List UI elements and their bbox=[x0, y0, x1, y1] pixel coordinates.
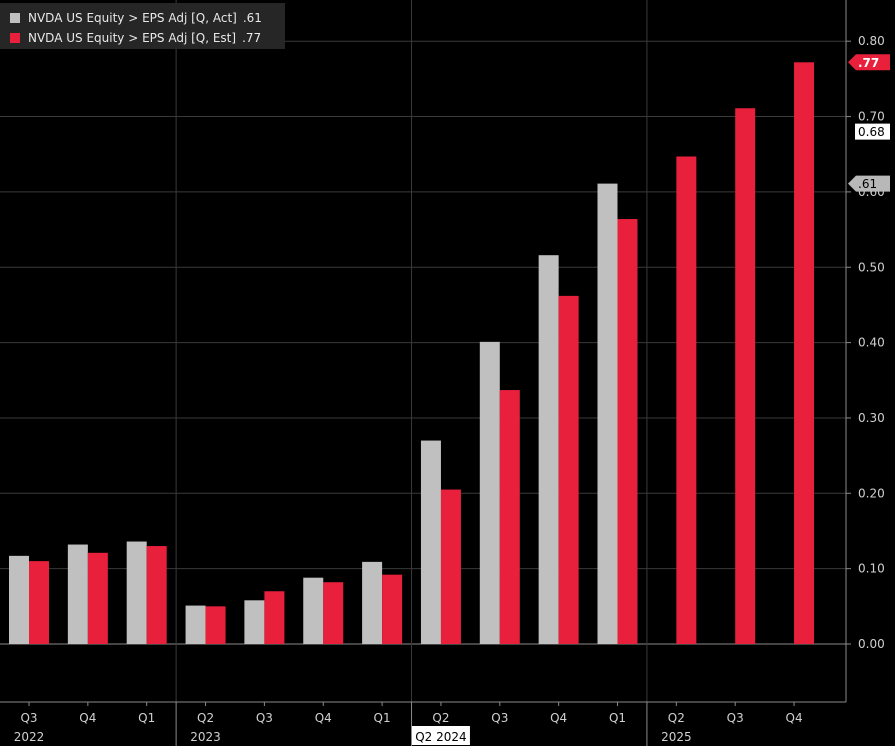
bar-estimate[interactable] bbox=[558, 295, 579, 644]
bar-estimate[interactable] bbox=[264, 591, 285, 644]
bar-actual[interactable] bbox=[244, 600, 265, 644]
legend-value-estimate: .77 bbox=[242, 31, 262, 45]
y-tick-label: 0.40 bbox=[858, 336, 885, 350]
bar-actual[interactable] bbox=[362, 561, 383, 644]
x-tick-label: Q4 bbox=[550, 711, 567, 725]
price-tag-label: 0.68 bbox=[858, 125, 885, 139]
year-label: 2022 bbox=[14, 730, 45, 744]
x-axis: Q3 Q4 Q1 Q2 Q3 Q4 Q1 Q2 Q3 Q4 Q1 Q2 Q3 Q4 2022 2023 Q2 2… bbox=[0, 701, 846, 746]
x-tick-label: Q3 bbox=[491, 711, 508, 725]
bar-estimate[interactable] bbox=[735, 108, 756, 645]
bar-estimate[interactable] bbox=[617, 219, 638, 644]
legend-entry-estimate[interactable]: NVDA US Equity > EPS Adj [Q, Est] .77 bbox=[10, 29, 261, 47]
legend-swatch-estimate bbox=[10, 33, 20, 43]
x-tick-label: Q4 bbox=[786, 711, 803, 725]
year-label: 2023 bbox=[190, 730, 221, 744]
bar-actual[interactable] bbox=[420, 440, 441, 644]
bar-actual[interactable] bbox=[538, 255, 559, 644]
x-tick-label: Q3 bbox=[20, 711, 37, 725]
bar-actual[interactable] bbox=[479, 341, 500, 644]
legend-label-actual: NVDA US Equity > EPS Adj [Q, Act] bbox=[28, 11, 237, 25]
y-tick-label: 0.70 bbox=[858, 110, 885, 124]
bar-estimate[interactable] bbox=[794, 62, 815, 645]
x-tick-label: Q1 bbox=[374, 711, 391, 725]
legend: NVDA US Equity > EPS Adj [Q, Act] .61 NV… bbox=[0, 3, 285, 49]
x-tick-label: Q2 bbox=[432, 711, 449, 725]
bars bbox=[9, 62, 815, 645]
x-tick-label: Q1 bbox=[609, 711, 626, 725]
bar-actual[interactable] bbox=[9, 555, 29, 644]
bar-estimate[interactable] bbox=[205, 606, 226, 644]
year-label: 2025 bbox=[661, 730, 692, 744]
highlighted-period-box bbox=[411, 726, 470, 745]
bar-estimate[interactable] bbox=[87, 552, 108, 644]
x-tick-label: Q1 bbox=[138, 711, 155, 725]
bar-actual[interactable] bbox=[126, 541, 147, 644]
x-tick-label: Q3 bbox=[256, 711, 273, 725]
price-tag-box bbox=[855, 123, 890, 140]
bar-estimate[interactable] bbox=[382, 574, 403, 644]
y-tick-label: 0.00 bbox=[858, 637, 885, 651]
bar-estimate[interactable] bbox=[146, 546, 167, 644]
price-tag-box bbox=[848, 54, 890, 71]
price-tag-label: .77 bbox=[858, 56, 879, 70]
bar-actual[interactable] bbox=[67, 544, 88, 644]
x-tick-label: Q2 bbox=[197, 711, 214, 725]
y-tick-label: 0.80 bbox=[858, 34, 885, 48]
y-tick-label: 0.20 bbox=[858, 486, 885, 500]
y-tick-label: 0.30 bbox=[858, 411, 885, 425]
y-axis: 0.000.100.200.300.400.500.600.700.80 bbox=[845, 0, 885, 702]
price-tag-label: .61 bbox=[858, 177, 877, 191]
x-tick-label: Q3 bbox=[727, 711, 744, 725]
legend-swatch-actual bbox=[10, 13, 20, 23]
bar-estimate[interactable] bbox=[440, 489, 461, 644]
legend-label-estimate: NVDA US Equity > EPS Adj [Q, Est] bbox=[28, 31, 237, 45]
bar-actual[interactable] bbox=[597, 183, 618, 644]
x-tick-label: Q2 bbox=[668, 711, 685, 725]
price-tags: .77 0.68 .61 bbox=[848, 54, 890, 192]
bar-estimate[interactable] bbox=[29, 561, 49, 644]
bar-estimate[interactable] bbox=[676, 156, 697, 644]
x-tick-label: Q4 bbox=[79, 711, 96, 725]
x-tick-label: Q4 bbox=[315, 711, 332, 725]
bar-actual[interactable] bbox=[185, 605, 206, 644]
bar-estimate[interactable] bbox=[323, 582, 344, 644]
bar-estimate[interactable] bbox=[499, 390, 520, 644]
y-tick-label: 0.50 bbox=[858, 260, 885, 274]
legend-entry-actual[interactable]: NVDA US Equity > EPS Adj [Q, Act] .61 bbox=[10, 9, 262, 27]
year-label: Q2 2024 bbox=[415, 730, 466, 744]
price-tag-box bbox=[848, 175, 890, 192]
bar-actual[interactable] bbox=[303, 577, 324, 644]
legend-value-actual: .61 bbox=[242, 11, 262, 25]
y-tick-label: 0.10 bbox=[858, 562, 885, 576]
